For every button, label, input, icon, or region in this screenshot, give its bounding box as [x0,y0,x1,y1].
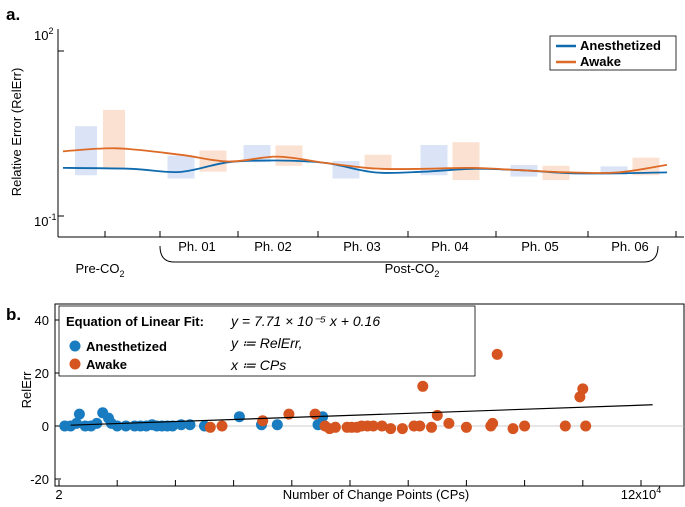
point-anesthetized-6 [91,417,103,429]
panel-b-points [59,348,592,435]
point-awake-29 [559,420,571,432]
box-awake-2 [275,145,303,166]
point-awake-2 [257,415,269,427]
point-awake-19 [417,380,429,392]
legend-b-anesthetized-label: Anesthetized [86,339,167,354]
curve-awake [62,147,668,174]
legend-b-awake-label: Awake [86,357,127,372]
point-awake-27 [507,423,519,435]
panel-a-ytick-0.1: 10-1 [34,212,56,229]
panel-a-category-phase-4: Ph. 04 [431,239,469,254]
panel-b-plot-area [54,303,685,487]
legend-anesthetized-marker [69,340,81,352]
panel-a-y-axis-title: Relative Error (RelErr) [9,68,24,197]
panel-b-ytick-20: 20 [35,366,49,381]
box-awake-0 [103,109,125,168]
point-awake-31 [577,383,589,395]
equation-line-2: y ≔ RelErr, [230,335,303,351]
box-anesthetized-0 [75,126,97,176]
panel-b-xtick-left: 2 [55,487,62,502]
panel-b-ytick-neg20: -20 [30,472,49,487]
point-awake-0 [204,421,216,433]
panel-a-post-bracket [159,245,659,263]
point-anesthetized-19 [167,420,178,432]
panel-a-category-post: Post-CO2 [385,261,440,279]
point-awake-7 [329,421,341,433]
panel-a-legend: Anesthetized Awake [549,35,677,71]
point-anesthetized-21 [184,419,196,431]
box-anesthetized-1 [167,155,195,179]
point-awake-14 [376,420,388,432]
panel-a-label: a. [6,5,20,24]
point-awake-25 [487,417,499,429]
panel-b-equation-box: Equation of Linear Fit: y = 7.71 × 10⁻⁵ … [58,305,476,377]
panel-b-ytick-40: 40 [35,313,49,328]
panel-a-x-ticks [104,231,677,237]
equation-line-3: x ≔ CPs [230,357,286,373]
panel-b-fit-line [70,404,653,426]
point-awake-1 [216,420,228,432]
point-awake-18 [414,420,426,432]
point-anesthetized-2 [71,417,82,429]
point-anesthetized-23 [233,411,245,423]
point-awake-32 [580,420,592,432]
panel-a-ytick-100: 102 [34,26,53,43]
panel-b-ytick-0: 0 [42,419,49,434]
point-awake-15 [385,423,397,435]
panel-a-category-phase-5: Ph. 05 [521,239,559,254]
panel-b-xtick-right: 12x104 [621,485,661,502]
panel-b-x-ticks [58,480,642,486]
point-awake-26 [491,348,503,360]
equation-label: Equation of Linear Fit: [66,314,204,329]
legend-awake-label: Awake [580,54,621,69]
legend-awake-marker [69,358,81,370]
equation-line-1: y = 7.71 × 10⁻⁵ x + 0.16 [230,313,380,329]
point-awake-23 [460,421,472,433]
panel-a-boxes [75,109,660,181]
point-awake-22 [443,417,455,429]
box-awake-4 [452,142,480,181]
panel-b-y-axis-title: RelErr [19,371,34,409]
panel-a-category-phase-3: Ph. 03 [343,239,381,254]
point-awake-16 [396,423,408,435]
point-anesthetized-25 [271,419,283,431]
box-anesthetized-6 [600,166,628,175]
panel-a-phase-labels: Ph. 01 Ph. 02 Ph. 03 Ph. 04 Ph. 05 Ph. 06 [178,239,649,254]
point-awake-28 [519,420,531,432]
panel-a-category-phase-2: Ph. 02 [254,239,292,254]
panel-b-x-axis-title: Number of Change Points (CPs) [283,487,469,502]
box-awake-6 [632,157,660,176]
point-awake-4 [309,408,321,420]
panel-b-label: b. [6,305,21,324]
point-awake-13 [367,420,379,432]
panel-a-curves [62,147,668,175]
panel-a-category-phase-6: Ph. 06 [611,239,649,254]
box-awake-3 [364,154,392,170]
point-anesthetized-3 [73,408,85,420]
point-awake-21 [431,409,443,421]
point-awake-20 [426,421,437,433]
panel-a-category-phase-1: Ph. 01 [178,239,216,254]
panel-a-category-pre: Pre-CO2 [75,261,124,279]
legend-anesthetized-label: Anesthetized [580,38,661,53]
